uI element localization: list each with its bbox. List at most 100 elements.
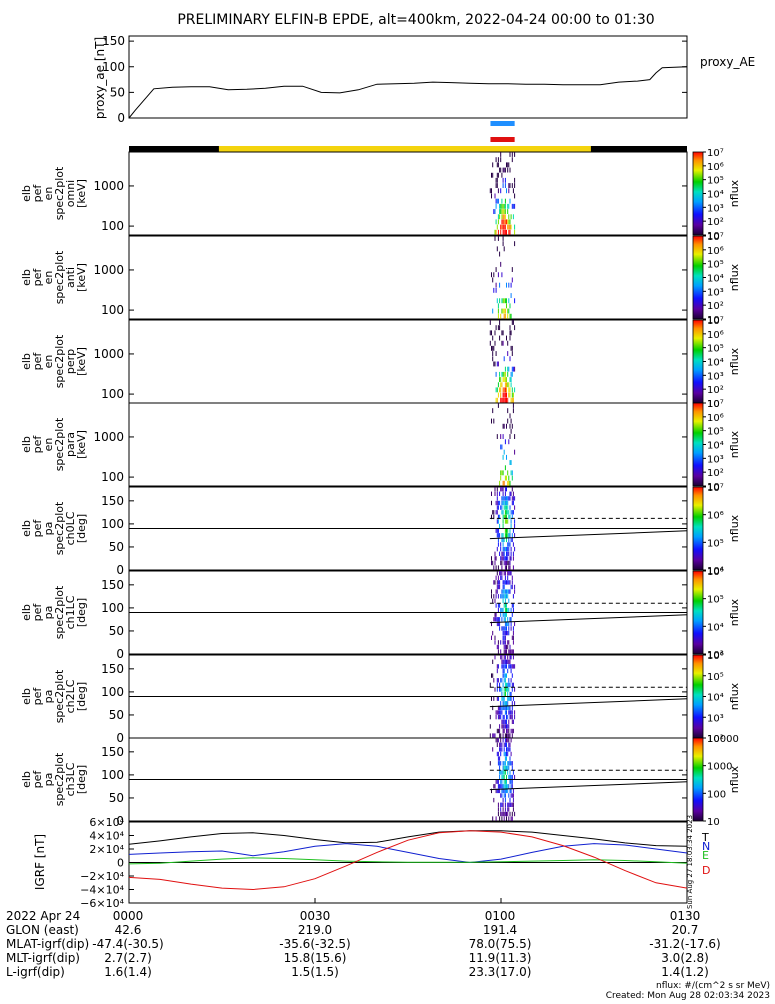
spectrogram-cell — [510, 519, 512, 524]
spectrogram-cell — [494, 598, 496, 604]
spectrogram-cell — [509, 644, 511, 650]
spectrogram-cell — [500, 546, 502, 552]
y-axis-label: spec2plot — [53, 752, 66, 806]
spectrogram-cell — [497, 514, 499, 520]
spectrogram-cell — [495, 325, 497, 331]
igrf-side-text: Sun Aug 27 18:03:34 2023 — [686, 815, 694, 909]
spectrogram-cell — [503, 687, 505, 692]
spectrogram-cell — [491, 560, 492, 566]
spectrogram-cell — [504, 756, 506, 761]
spectrogram-cell — [507, 607, 509, 613]
spectrogram-cell — [503, 742, 505, 747]
spectrogram-cell — [504, 298, 506, 304]
spectrogram-cell — [503, 779, 505, 784]
spectrogram-cell — [511, 682, 513, 688]
spectrogram-cell — [507, 528, 509, 533]
spectrogram-cell — [504, 571, 506, 576]
spectrogram-cell — [496, 224, 498, 230]
spectrogram-cell — [508, 480, 510, 486]
colorbar-tick-label: 10⁵ — [707, 538, 724, 549]
spectrogram-cell — [496, 198, 498, 204]
spectrogram-cell — [501, 224, 503, 230]
spectrogram-cell — [511, 811, 513, 817]
spectrogram-cell — [501, 298, 503, 304]
spectrogram-cell — [510, 774, 512, 780]
spectrogram-cell — [506, 162, 507, 168]
y-tick-label: 100 — [101, 387, 124, 401]
spectrogram-cell — [503, 298, 505, 304]
y-axis-label: ch1LC — [64, 595, 77, 629]
y-axis-label: [keV] — [75, 430, 88, 459]
colorbar-tick-label: 10³ — [707, 650, 724, 661]
spectrogram-cell — [512, 807, 514, 812]
y-axis-label: spec2plot — [53, 250, 66, 304]
spectrogram-cell — [502, 209, 504, 214]
spectrogram-cell — [501, 687, 503, 692]
spectrogram-cell — [491, 193, 492, 199]
y-tick-label: −4×10⁴ — [80, 884, 124, 897]
spectrogram-cell — [494, 229, 496, 235]
y-axis-label: en — [42, 271, 55, 285]
y-axis-label: [deg] — [75, 765, 88, 794]
colorbar — [692, 319, 704, 404]
spectrogram-cell — [500, 387, 502, 393]
spectrogram-cell — [504, 603, 506, 608]
spectrogram-cell — [502, 214, 504, 220]
spectrogram-cell — [503, 397, 505, 403]
spectrogram-cell — [499, 742, 501, 747]
footer-value: 20.7 — [672, 923, 699, 937]
y-axis-label: spec2plot — [53, 417, 66, 471]
spectrogram-cell — [509, 580, 511, 585]
spectrogram-cell — [506, 742, 507, 747]
spectrogram-cell — [512, 510, 514, 515]
spectrogram-cell — [497, 542, 499, 547]
y-axis-label: anti — [64, 267, 77, 288]
spectrogram-cell — [509, 710, 511, 715]
spectrogram-cell — [504, 519, 506, 524]
spectrogram-cell — [503, 701, 505, 706]
spectrogram-cell — [492, 172, 494, 178]
footer-value: 42.6 — [115, 923, 142, 937]
y-axis-label: elb — [20, 353, 33, 370]
spectrogram-cell — [501, 203, 503, 209]
spectrogram-cell — [507, 470, 509, 476]
spectrogram-cell — [501, 802, 503, 807]
spectrogram-cell — [497, 392, 499, 398]
spectrogram-cell — [511, 514, 513, 520]
spectrogram-cell — [501, 556, 503, 561]
y-axis-label: elb — [20, 520, 33, 537]
spectrogram-cell — [514, 505, 516, 510]
spectrogram-cell — [512, 640, 514, 645]
y-tick-label: 0 — [116, 731, 124, 745]
spectrogram-cell — [502, 377, 504, 382]
spectrogram-cell — [497, 303, 499, 309]
spectrogram-cell — [506, 733, 507, 738]
spectrogram-cell — [497, 584, 499, 590]
spectrogram-cell — [502, 668, 504, 674]
spectrogram-cell — [504, 678, 506, 683]
spectrogram-cell — [511, 397, 513, 403]
spectrogram-cell — [497, 603, 499, 608]
spectrogram-cell — [495, 219, 497, 225]
spectrogram-cell — [502, 551, 504, 556]
colorbar-tick-label: 10⁶ — [707, 651, 724, 662]
spectrogram-cell — [508, 719, 510, 724]
spectrogram-cell — [507, 571, 509, 576]
spectrogram-cell — [493, 733, 495, 738]
spectrogram-cell — [508, 382, 510, 388]
spectrogram-cell — [506, 612, 507, 617]
spectrogram-cell — [506, 475, 507, 481]
spectrogram-cell — [503, 668, 505, 674]
y-axis-label: [keV] — [75, 263, 88, 292]
spectrogram-cell — [508, 664, 510, 669]
spectrogram-cell — [504, 491, 506, 496]
spectrogram-cell — [502, 788, 504, 794]
spectrogram-cell — [500, 701, 502, 706]
spectrogram-cell — [503, 659, 505, 664]
spectrogram-cell — [504, 198, 506, 204]
spectrogram-cell — [494, 617, 496, 622]
spectrogram-cell — [504, 580, 506, 585]
spectrogram-cell — [511, 784, 513, 789]
proxy-ae-frame — [128, 35, 688, 119]
